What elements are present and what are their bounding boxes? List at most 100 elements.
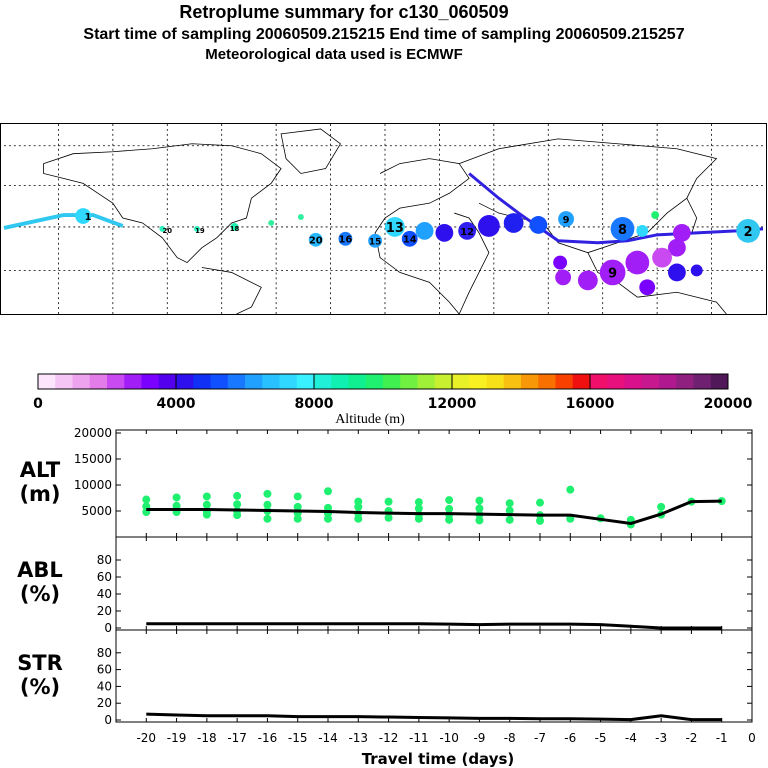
alt-scatter-point <box>293 514 302 523</box>
alt-scatter-point <box>172 493 181 502</box>
alt-scatter-point <box>475 516 484 525</box>
plume-label: 2 <box>744 225 753 240</box>
y-tick-label: 60 <box>97 663 112 677</box>
plume-label: 12 <box>460 227 474 238</box>
x-tick-label: -5 <box>595 731 607 745</box>
alt-scatter-point <box>293 502 302 511</box>
panel-ylabel: (%) <box>20 675 60 699</box>
plume-points <box>75 208 761 296</box>
colorbar-bin <box>400 374 418 389</box>
colorbar-bin <box>417 374 436 389</box>
alt-scatter-point <box>202 492 211 501</box>
plume-label: 15 <box>369 238 381 248</box>
alt-scatter-point <box>263 489 272 498</box>
colorbar-bin <box>314 374 332 389</box>
colorbar-bin <box>89 374 108 389</box>
y-tick-label: 20000 <box>74 426 112 440</box>
alt-scatter-point <box>505 506 514 515</box>
alt-scatter-point <box>324 503 332 512</box>
plume-label: 1 <box>85 212 92 223</box>
colorbar-bin <box>245 374 263 389</box>
colorbar-bin <box>641 374 660 389</box>
y-tick-label: 40 <box>97 679 112 693</box>
alt-scatter-point <box>414 504 423 513</box>
colorbar-bins <box>38 374 729 389</box>
x-tick-label: -20 <box>136 731 156 745</box>
x-tick-label: -8 <box>504 731 516 745</box>
x-tick-label: -1 <box>716 731 728 745</box>
series-line <box>146 712 722 722</box>
colorbar-tick-label: 8000 <box>295 396 334 412</box>
colorbar-bin <box>141 374 160 389</box>
alt-scatter-point <box>536 516 544 525</box>
alt-scatter-point <box>717 497 726 506</box>
plume-labels: 1 20 19 18 20 16 15 13 14 12 9 8 9 2 <box>85 212 753 281</box>
colorbar-bin <box>383 374 401 389</box>
chart-title: Retroplume summary for c130_060509 <box>179 2 509 22</box>
y-tick-label: 80 <box>97 646 112 660</box>
panel-ylabel: ABL <box>17 558 63 582</box>
x-tick-label: -6 <box>564 731 576 745</box>
plume-label: 16 <box>339 235 353 246</box>
plume-label: 13 <box>386 221 404 236</box>
colorbar-tick-label: 0 <box>33 396 43 412</box>
alt-scatter-point <box>263 514 272 523</box>
panel-frame <box>115 429 753 538</box>
met-data-note: Meteorological data used is ECMWF <box>205 46 463 63</box>
x-tick-label: -9 <box>473 731 485 745</box>
panel-ylabel: STR <box>17 651 63 675</box>
colorbar-bin <box>607 374 625 389</box>
colorbar-bin <box>38 374 56 389</box>
colorbar-bin <box>331 374 349 389</box>
colorbar-tick-label: 12000 <box>428 396 477 412</box>
x-tick-label: -4 <box>625 731 637 745</box>
colorbar-bin <box>227 374 246 389</box>
alt-scatter-point <box>445 515 454 524</box>
alt-scatter-point <box>233 511 242 520</box>
x-tick-label: 0 <box>748 731 756 745</box>
x-tick-label: -19 <box>167 731 187 745</box>
x-tick-label: -17 <box>227 731 247 745</box>
alt-scatter-point <box>384 513 393 522</box>
plume-label: 14 <box>403 235 417 246</box>
plume-label: 8 <box>618 223 627 238</box>
panel-frame <box>115 629 753 723</box>
colorbar-bin <box>521 374 539 389</box>
colorbar-bin <box>503 374 522 389</box>
y-tick-label: 20 <box>97 604 112 618</box>
alt-scatter-point <box>566 485 575 494</box>
alt-scatter-point <box>657 502 666 511</box>
x-tick-label: -3 <box>655 731 667 745</box>
panel-abl: 0 20 40 60 80 ABL(%) <box>17 536 753 635</box>
alt-scatter-point <box>354 514 363 523</box>
colorbar-bin <box>434 374 453 389</box>
colorbar-bin <box>693 374 712 389</box>
colorbar-bin <box>572 374 591 389</box>
alt-scatter-point <box>354 502 363 511</box>
x-tick-label: -13 <box>348 731 368 745</box>
colorbar-tick-label: 4000 <box>157 396 196 412</box>
colorbar-bin <box>590 374 608 389</box>
alt-scatter-point <box>445 496 454 505</box>
colorbar-bin <box>659 374 677 389</box>
y-tick-label: 5000 <box>81 504 112 518</box>
retroplume-map: 1 20 19 18 20 16 15 13 14 12 9 8 9 2 <box>0 123 767 315</box>
alt-scatter-point <box>505 515 514 524</box>
sampling-times: Start time of sampling 20060509.215215 E… <box>83 26 685 43</box>
colorbar-bin <box>158 374 177 389</box>
panel-ylabel: (m) <box>19 482 60 506</box>
y-tick-label: 15000 <box>74 452 112 466</box>
alt-scatter-point <box>142 495 151 504</box>
alt-scatter-point <box>445 504 454 513</box>
colorbar-ticks: 0 4000 8000 12000 16000 20000 <box>33 374 753 412</box>
x-tick-label: -10 <box>439 731 459 745</box>
colorbar-tick-label: 16000 <box>566 396 615 412</box>
panel-ylabel: ALT <box>20 458 61 482</box>
y-tick-label: 0 <box>104 713 112 727</box>
x-tick-label: -7 <box>534 731 546 745</box>
colorbar-bin <box>279 374 298 389</box>
alt-scatter-point <box>475 496 484 505</box>
panel-alt: 5000 10000 15000 20000 ALT(m) <box>19 426 753 538</box>
trajectory-mean-path <box>3 213 124 230</box>
colorbar-bin <box>676 374 694 389</box>
